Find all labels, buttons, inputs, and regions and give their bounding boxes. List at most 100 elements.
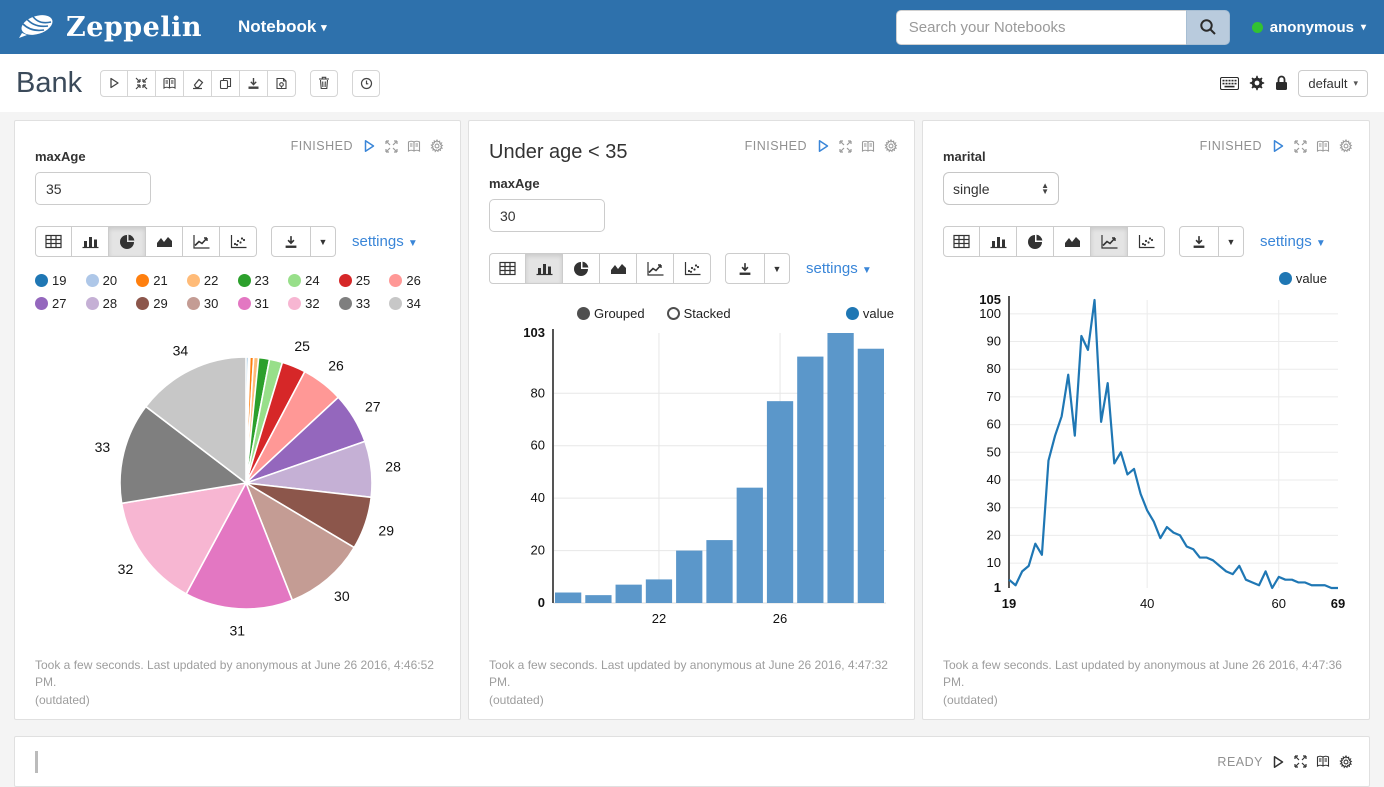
legend-item[interactable]: 23	[237, 273, 289, 288]
chart-tab-area[interactable]	[146, 226, 183, 257]
series-legend[interactable]: value	[845, 306, 894, 321]
legend-item[interactable]: 27	[35, 296, 86, 311]
notebook-search-input[interactable]	[895, 9, 1186, 45]
download-data-button[interactable]	[271, 226, 311, 257]
area-chart-icon	[156, 234, 173, 249]
chart-tab-bar[interactable]	[980, 226, 1017, 257]
pie-chart-icon	[573, 261, 589, 277]
legend-item[interactable]: 33	[338, 296, 390, 311]
expand-icon[interactable]	[1294, 139, 1307, 153]
zeppelin-brand[interactable]: Zeppelin	[18, 12, 202, 43]
legend-dot	[845, 307, 859, 320]
paragraph-status: FINISHED	[290, 139, 353, 153]
svg-text:27: 27	[365, 399, 381, 415]
gear-icon[interactable]	[884, 139, 898, 153]
legend-item[interactable]: 25	[338, 273, 390, 288]
legend-item[interactable]: 26	[389, 273, 440, 288]
collapse-all-button[interactable]	[128, 69, 157, 97]
legend-item[interactable]: 22	[186, 273, 238, 288]
legend-item[interactable]: 31	[237, 296, 289, 311]
chart-tab-scatter[interactable]	[220, 226, 257, 257]
book-icon[interactable]	[1316, 755, 1330, 768]
settings-link[interactable]: settings ▼	[1260, 233, 1326, 250]
shortcuts-keyboard-icon[interactable]	[1220, 76, 1240, 90]
radio-unselected-icon	[666, 307, 680, 320]
chart-tab-scatter[interactable]	[674, 253, 711, 284]
legend-item[interactable]: 21	[136, 273, 187, 288]
scheduler-button[interactable]	[352, 69, 381, 97]
download-options-caret[interactable]: ▼	[1219, 226, 1244, 257]
chart-tab-table[interactable]	[35, 226, 72, 257]
legend-item[interactable]: 19	[35, 273, 86, 288]
form-label-maxage: maxAge	[35, 149, 86, 164]
chart-tab-bar[interactable]	[526, 253, 563, 284]
chart-tab-table[interactable]	[489, 253, 526, 284]
chart-type-toolbar	[489, 253, 711, 284]
interpreter-gear-icon[interactable]	[1249, 75, 1265, 91]
marital-select[interactable]: single ▲ ▼	[943, 172, 1059, 205]
download-data-button[interactable]	[1179, 226, 1219, 257]
grouped-radio[interactable]: Grouped	[577, 306, 645, 321]
chevron-down-icon: ▼	[407, 238, 418, 249]
book-icon[interactable]	[1316, 140, 1330, 153]
svg-text:1: 1	[994, 580, 1001, 595]
maxage-input[interactable]	[35, 172, 151, 205]
chart-tab-pie[interactable]	[563, 253, 600, 284]
permissions-lock-icon[interactable]	[1275, 75, 1288, 91]
version-control-button[interactable]	[268, 69, 297, 97]
book-icon[interactable]	[861, 140, 875, 153]
expand-icon[interactable]	[839, 139, 852, 153]
legend-dot	[338, 297, 352, 310]
svg-text:26: 26	[328, 358, 344, 374]
legend-item[interactable]: 28	[85, 296, 137, 311]
form-label-maxage: maxAge	[489, 176, 540, 191]
play-icon[interactable]	[1271, 139, 1285, 153]
chart-tab-bar[interactable]	[72, 226, 109, 257]
chart-tab-line[interactable]	[637, 253, 674, 284]
chart-tab-area[interactable]	[1054, 226, 1091, 257]
legend-item[interactable]: 32	[288, 296, 339, 311]
legend-item[interactable]: 24	[288, 273, 339, 288]
download-options-caret[interactable]: ▼	[311, 226, 336, 257]
settings-link[interactable]: settings ▼	[352, 233, 418, 250]
remove-note-button[interactable]	[310, 69, 339, 97]
legend-item[interactable]: 20	[85, 273, 137, 288]
gear-icon[interactable]	[1339, 139, 1353, 153]
search-button[interactable]	[1185, 9, 1230, 45]
settings-link[interactable]: settings ▼	[806, 260, 872, 277]
run-all-button[interactable]	[100, 69, 129, 97]
chart-tab-table[interactable]	[943, 226, 980, 257]
chart-tab-pie[interactable]	[109, 226, 146, 257]
gear-icon[interactable]	[430, 139, 444, 153]
expand-icon[interactable]	[1294, 755, 1307, 768]
download-data-button[interactable]	[725, 253, 765, 284]
chart-tab-pie[interactable]	[1017, 226, 1054, 257]
maxage-input[interactable]	[489, 199, 605, 232]
play-icon[interactable]	[816, 139, 830, 153]
chart-tab-line[interactable]	[1091, 226, 1128, 257]
download-options-caret[interactable]: ▼	[765, 253, 790, 284]
legend-item[interactable]: 34	[389, 296, 440, 311]
play-icon[interactable]	[362, 139, 376, 153]
show-code-button[interactable]	[156, 69, 185, 97]
notebook-menu[interactable]: Notebook ▾	[237, 17, 327, 36]
interpreter-binding-button[interactable]: default ▾	[1298, 69, 1368, 97]
legend-item[interactable]: 29	[136, 296, 187, 311]
clear-output-button[interactable]	[184, 69, 213, 97]
chart-tab-area[interactable]	[600, 253, 637, 284]
chart-tab-line[interactable]	[183, 226, 220, 257]
user-menu[interactable]: anonymous ▾	[1251, 19, 1366, 36]
clone-note-button[interactable]	[212, 69, 241, 97]
svg-text:50: 50	[987, 444, 1001, 459]
chart-tab-scatter[interactable]	[1128, 226, 1165, 257]
legend-item[interactable]: 30	[186, 296, 238, 311]
play-icon[interactable]	[1271, 755, 1285, 769]
gear-icon[interactable]	[1339, 754, 1353, 769]
svg-text:32: 32	[118, 561, 134, 577]
empty-paragraph-editor[interactable]: READY	[14, 736, 1370, 787]
series-legend[interactable]: value	[1278, 271, 1327, 286]
expand-icon[interactable]	[385, 139, 398, 153]
book-icon[interactable]	[407, 140, 421, 153]
stacked-radio[interactable]: Stacked	[666, 306, 731, 321]
export-note-button[interactable]	[240, 69, 269, 97]
